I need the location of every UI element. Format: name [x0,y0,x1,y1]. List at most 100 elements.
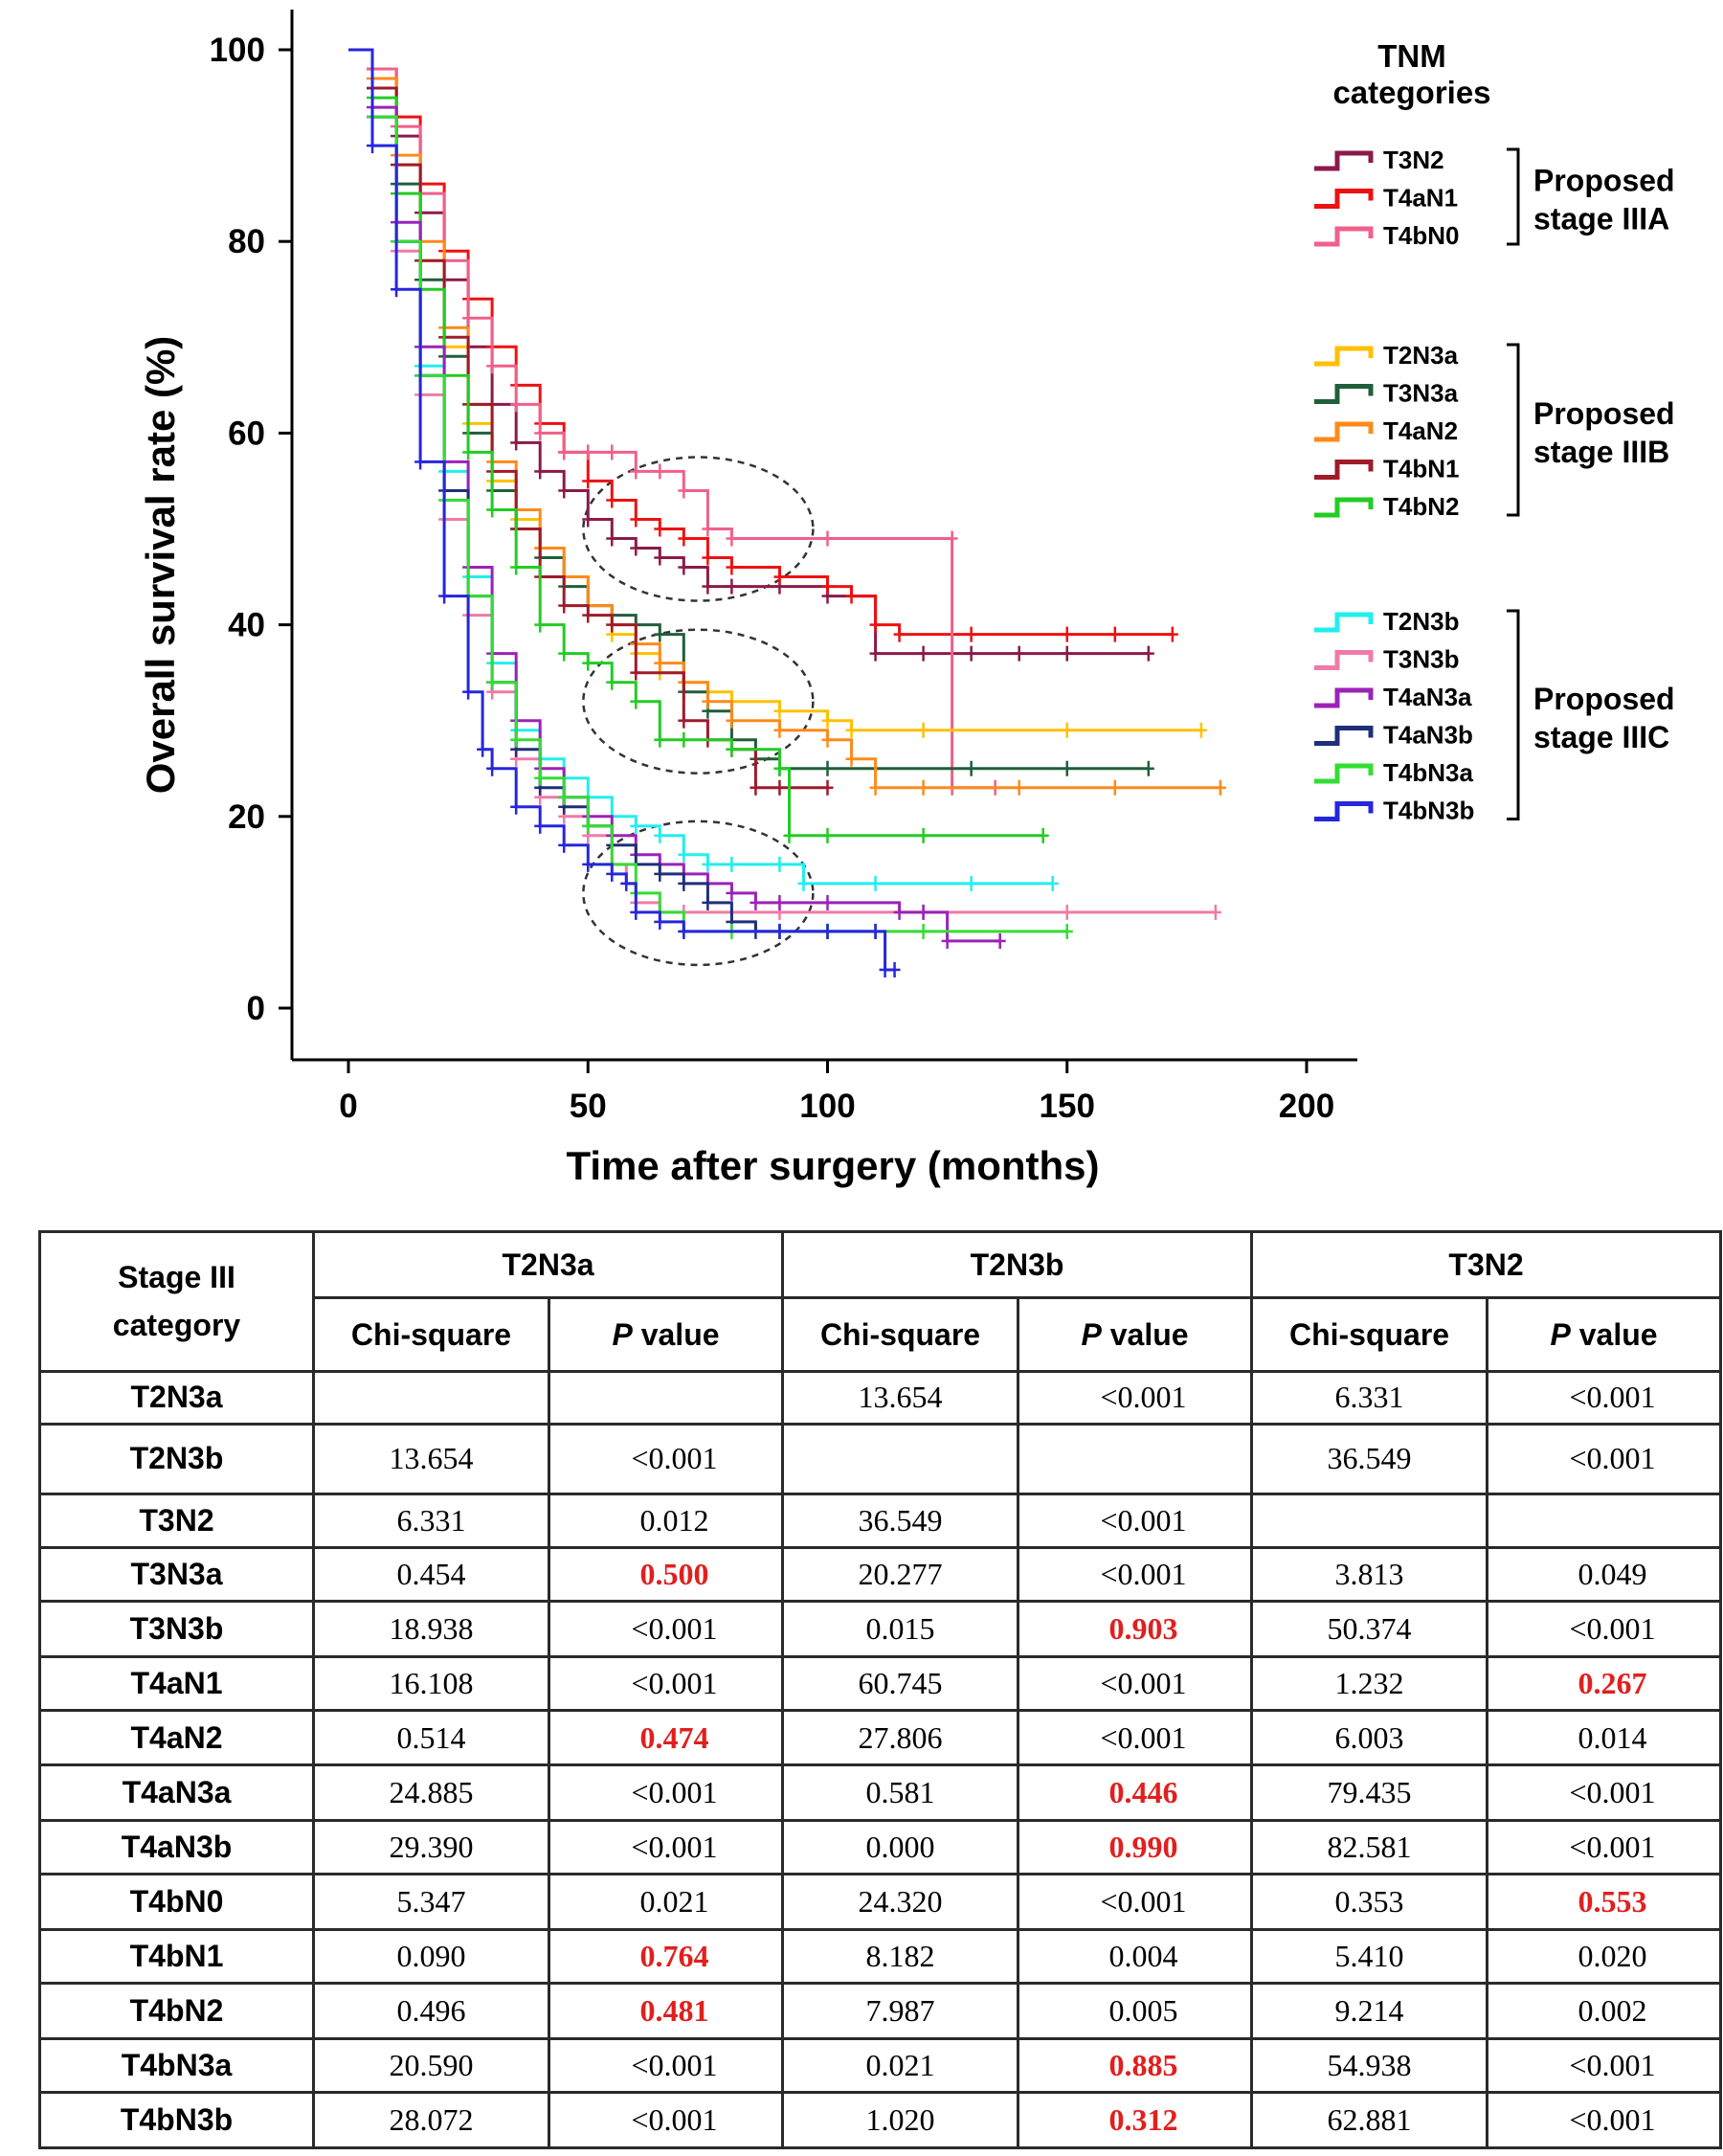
survival-curve [348,48,895,972]
p-value-cell: <0.001 [1017,1873,1254,1931]
chi-square-cell: 6.331 [312,1493,550,1549]
survival-curve [348,48,1173,637]
chi-square-cell: 0.454 [312,1545,550,1604]
row-label: T4aN3a [38,1763,315,1822]
survival-curve [348,48,1043,838]
chi-square-cell: 9.214 [1250,1982,1489,2040]
row-label: T3N3b [38,1600,315,1658]
legend-label: T3N3b [1383,645,1459,674]
chi-square-cell: 29.390 [312,1818,550,1876]
chi-square-cell: 50.374 [1250,1600,1489,1658]
p-value-cell: 0.267 [1486,1654,1723,1713]
legend-label: T4aN3a [1383,683,1472,711]
p-value-cell: 0.903 [1017,1600,1254,1658]
x-axis-label: Time after surgery (months) [566,1143,1099,1188]
series-t4bn2 [348,48,1049,843]
table-row: T2N3b 13.654 <0.001 36.549 <0.001 [38,1422,1723,1496]
x-tick-label: 150 [1040,1088,1095,1125]
p-value-cell: 0.990 [1017,1818,1254,1876]
highlight-ellipse [582,456,815,602]
table-row: T4bN2 0.496 0.481 7.987 0.005 9.214 0.002 [38,1982,1723,2040]
group-bracket [1507,343,1520,517]
p-value-cell: <0.001 [1486,1600,1723,1658]
survival-curve [348,48,1216,914]
table-row: T4bN1 0.090 0.764 8.182 0.004 5.410 0.020 [38,1927,1723,1986]
table-row: T4aN2 0.514 0.474 27.806 <0.001 6.003 0.014 [38,1709,1723,1766]
chi-square-cell: 1.020 [781,2091,1020,2149]
p-value-cell: <0.001 [547,1600,785,1658]
chi-square-cell: 0.496 [312,1982,550,2040]
chi-square-header: Chi-square [1250,1296,1489,1373]
chi-square-cell: 20.590 [312,2036,550,2095]
legend-swatch [1314,726,1374,746]
series-t4bn0 [348,48,1001,796]
highlight-ellipse [582,628,815,775]
legend-swatch [1314,687,1374,708]
p-value-cell: <0.001 [1017,1709,1254,1766]
legend-swatch [1314,384,1374,404]
p-value-cell: <0.001 [1486,1818,1723,1876]
table-row: T4aN1 16.108 <0.001 60.745 <0.001 1.232 0.267 [38,1654,1723,1713]
row-label: T3N2 [38,1493,315,1549]
chi-square-cell: 7.987 [781,1982,1020,2040]
legend-label: T4bN3b [1383,797,1474,825]
legend-label: T4aN2 [1383,416,1458,445]
highlight-ellipse [582,820,815,967]
table-row: T4bN3a 20.590 <0.001 0.021 0.885 54.938 <0.001 [38,2036,1723,2095]
p-value-cell: <0.001 [1486,1763,1723,1822]
legend-swatch [1314,497,1374,518]
row-label: T4aN2 [38,1709,315,1766]
chi-square-cell: 6.003 [1250,1709,1489,1766]
legend-swatch [1314,612,1374,633]
chi-square-cell: 6.331 [1250,1370,1489,1426]
chi-square-cell: 20.277 [781,1545,1020,1604]
legend-swatch [1314,150,1374,171]
row-label: T4bN1 [38,1927,315,1986]
chi-square-cell: 27.806 [781,1709,1020,1766]
legend-swatch [1314,801,1374,821]
p-value-cell: <0.001 [1486,2091,1723,2149]
annotation-ellipses [582,456,815,967]
p-value-cell: <0.001 [1017,1545,1254,1604]
chi-square-cell: 1.232 [1250,1654,1489,1713]
table-row: T4bN3b 28.072 <0.001 1.020 0.312 62.881 <0.001 [38,2091,1723,2149]
chi-square-cell: 5.410 [1250,1927,1489,1986]
chi-square-cell: 0.015 [781,1600,1020,1658]
p-value-cell: 0.481 [547,1982,785,2040]
survival-curves [348,48,1226,977]
legend-swatch [1314,460,1374,480]
p-value-cell: 0.012 [547,1493,785,1549]
survival-curve [348,48,1000,943]
chi-square-cell: 24.320 [781,1873,1020,1931]
p-value-cell: 0.002 [1486,1982,1723,2040]
p-value-cell: <0.001 [547,2036,785,2095]
survival-chart: 0 20 40 60 80 100 0 50 100 150 200 TNM categories T3… [138,10,1675,1188]
table-row: T2N3a 13.654 <0.001 6.331 <0.001 [38,1370,1723,1426]
chi-square-header: Chi-square [312,1296,550,1373]
table-row: T4aN3a 24.885 <0.001 0.581 0.446 79.435 <0.001 [38,1763,1723,1822]
legend-swatch [1314,763,1374,784]
chi-square-cell [312,1370,550,1426]
y-tick-label: 20 [228,798,265,836]
chi-square-cell: 8.182 [781,1927,1020,1986]
p-value-cell: <0.001 [1486,2036,1723,2095]
p-value-cell [547,1370,785,1426]
legend-label: T3N2 [1383,146,1444,174]
p-value-cell: 0.500 [547,1545,785,1604]
row-label: T2N3a [38,1370,315,1426]
chi-square-cell [781,1422,1020,1496]
p-value-cell [1486,1493,1723,1549]
column-header-t2n3a: T2N3a [311,1230,785,1299]
row-label: T2N3b [38,1422,315,1496]
x-tick-label: 100 [799,1088,855,1125]
y-axis-label: Overall survival rate (%) [138,336,183,795]
row-label: T4bN3a [38,2036,315,2095]
p-value-cell: 0.020 [1486,1927,1723,1986]
chi-square-cell: 16.108 [312,1654,550,1713]
p-value-cell: <0.001 [1486,1370,1723,1426]
p-value-cell: <0.001 [547,1654,785,1713]
table-row: T3N3b 18.938 <0.001 0.015 0.903 50.374 <0.001 [38,1600,1723,1658]
x-tick-label: 50 [570,1088,607,1125]
legend-swatch [1314,650,1374,670]
chi-square-cell: 36.549 [781,1493,1020,1549]
